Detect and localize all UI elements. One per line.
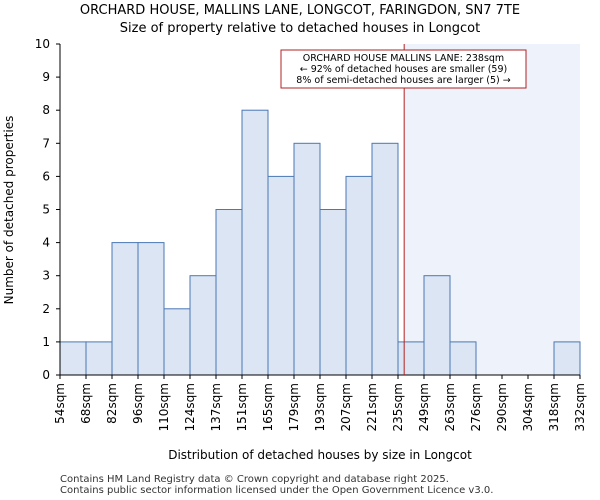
x-tick-label: 54sqm: [53, 383, 67, 424]
bar: [241, 109, 269, 376]
bar: [345, 175, 373, 376]
x-tick-label: 221sqm: [365, 383, 379, 431]
y-tick-label: 4: [42, 236, 50, 250]
bar: [449, 341, 477, 376]
y-tick-label: 6: [42, 169, 50, 183]
bar: [423, 275, 451, 376]
chart-title: ORCHARD HOUSE, MALLINS LANE, LONGCOT, FA…: [80, 3, 520, 18]
chart-subtitle: Size of property relative to detached ho…: [120, 21, 480, 36]
bar: [319, 209, 347, 376]
footer-line-1: Contains HM Land Registry data © Crown c…: [60, 474, 449, 485]
y-tick-label: 2: [42, 302, 50, 316]
bar: [215, 209, 243, 376]
bar: [85, 341, 113, 376]
bar: [111, 242, 139, 376]
bar: [293, 142, 321, 376]
bar: [267, 175, 295, 376]
x-tick-label: 96sqm: [131, 383, 145, 424]
annotation-box: [280, 49, 527, 89]
annotation-line: ← 92% of detached houses are smaller (59…: [300, 64, 507, 75]
x-tick-label: 82sqm: [105, 383, 119, 424]
annotation-line: ORCHARD HOUSE MALLINS LANE: 238sqm: [303, 53, 504, 64]
x-tick-label: 193sqm: [313, 383, 327, 431]
x-tick-label: 110sqm: [157, 383, 171, 431]
x-tick-label: 263sqm: [443, 383, 457, 431]
bar: [163, 308, 191, 376]
x-tick-label: 290sqm: [495, 383, 509, 431]
y-tick-label: 10: [35, 37, 50, 51]
x-tick-label: 179sqm: [287, 383, 301, 431]
x-tick-label: 249sqm: [417, 383, 431, 431]
x-tick-label: 207sqm: [339, 383, 353, 431]
bar: [189, 275, 217, 376]
annotation-line: 8% of semi-detached houses are larger (5…: [296, 75, 510, 86]
bar: [397, 341, 425, 376]
y-tick-label: 0: [42, 368, 50, 382]
y-tick-label: 5: [42, 203, 50, 217]
x-tick-label: 304sqm: [521, 383, 535, 431]
x-tick-label: 68sqm: [79, 383, 93, 424]
x-tick-label: 124sqm: [183, 383, 197, 431]
x-tick-label: 137sqm: [209, 383, 223, 431]
bar: [59, 341, 87, 376]
x-tick-label: 165sqm: [261, 383, 275, 431]
x-tick-label: 235sqm: [391, 383, 405, 431]
x-axis-label: Distribution of detached houses by size …: [168, 448, 472, 462]
plot-area: 0 1 2 3 4 5 6 7 8 9 10 54sqm 68sqm 82sqm 96sqm 110sqm 12…: [35, 37, 587, 431]
y-tick-label: 7: [42, 136, 50, 150]
bar: [553, 341, 581, 376]
y-tick-label: 9: [42, 70, 50, 84]
x-tick-label: 318sqm: [547, 383, 561, 431]
footer-line-2: Contains public sector information licen…: [60, 485, 493, 496]
x-tick-label: 151sqm: [235, 383, 249, 431]
bar: [137, 242, 165, 376]
y-tick-label: 1: [42, 335, 50, 349]
y-tick-label: 3: [42, 269, 50, 283]
y-tick-label: 8: [42, 103, 50, 117]
bar: [371, 142, 399, 376]
y-axis-label: Number of detached properties: [2, 116, 16, 305]
x-tick-label: 276sqm: [469, 383, 483, 431]
x-tick-label: 332sqm: [573, 383, 587, 431]
